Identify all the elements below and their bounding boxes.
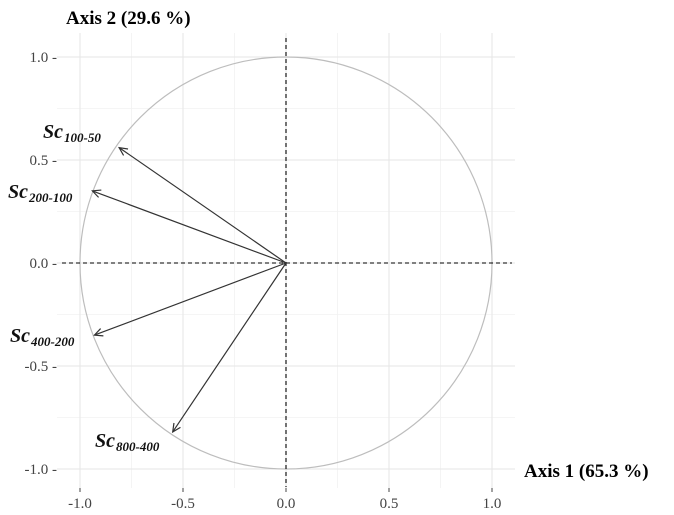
x-tick-label: 0.0 [277, 496, 296, 512]
vector-arrow: Sc400-200 [10, 262, 287, 349]
y-tick-label: 0.0 - [30, 256, 58, 272]
vector-label: Sc800-400 [95, 430, 160, 454]
x-tick-label: 0.5 [380, 496, 399, 512]
vector-label: Sc100-50 [43, 121, 101, 145]
x-tick-label: -1.0 [68, 496, 92, 512]
vector-shaft [172, 262, 287, 433]
vector-arrow: Sc200-100 [8, 181, 287, 264]
vector-arrow: Sc800-400 [95, 262, 287, 454]
vector-shaft [94, 262, 287, 336]
y-axis-title: Axis 2 (29.6 %) [66, 8, 191, 29]
vector-arrowhead [93, 328, 104, 337]
vector-shaft [92, 190, 287, 264]
vector-arrowhead [91, 189, 102, 198]
vector-shaft [118, 147, 287, 264]
axis-ticks: 1.0 - 0.5 - 0.0 - -0.5 - -1.0 - -1.0 -0.5 0.0 0.… [25, 50, 502, 512]
y-tick-label: -1.0 - [25, 462, 58, 478]
vectors: Sc100-50 Sc200-100 Sc400-200 Sc800-400 [8, 121, 287, 454]
vector-arrowhead [171, 422, 181, 434]
y-tick-label: 1.0 - [30, 50, 58, 66]
y-tick-label: 0.5 - [30, 153, 58, 169]
vector-arrow: Sc100-50 [43, 121, 287, 264]
x-tick-label: 1.0 [483, 496, 502, 512]
y-tick-label: -0.5 - [25, 359, 58, 375]
vector-label: Sc200-100 [8, 181, 73, 205]
x-tick-label: -0.5 [171, 496, 195, 512]
vector-label: Sc400-200 [10, 325, 75, 349]
x-axis-title: Axis 1 (65.3 %) [524, 461, 649, 482]
vector-arrowhead [118, 146, 129, 156]
